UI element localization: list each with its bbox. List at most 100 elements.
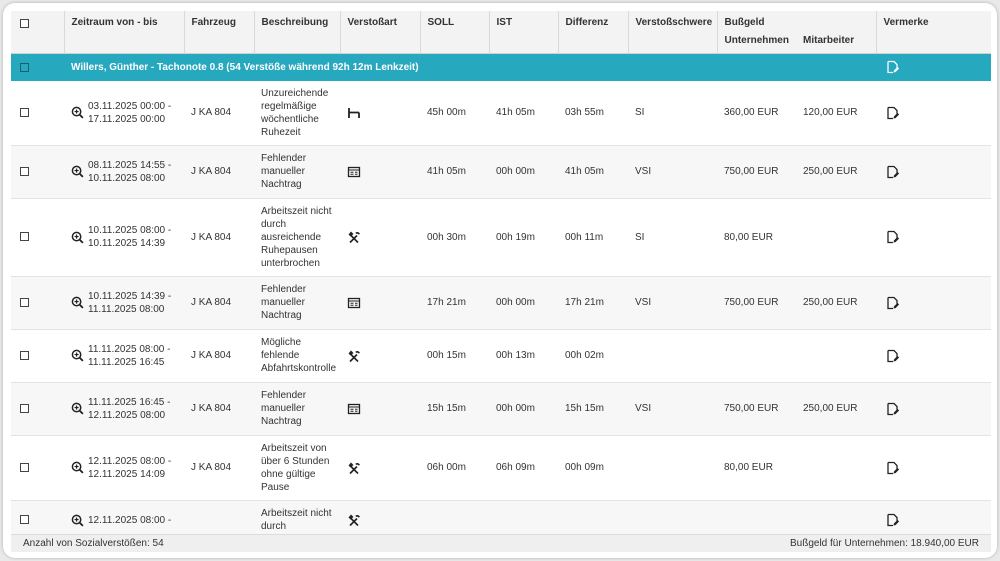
zoom-in-icon[interactable] <box>71 106 84 119</box>
row-checkbox-cell <box>11 145 64 198</box>
column-header-beschreibung[interactable]: Beschreibung <box>254 11 340 53</box>
company-fine-cell: 750,00 EUR <box>717 276 796 329</box>
time-cell: 11.11.2025 08:00 -11.11.2025 16:45 <box>64 329 184 382</box>
row-checkbox-cell <box>11 329 64 382</box>
violation-row[interactable]: 11.11.2025 08:00 -11.11.2025 16:45 J KA … <box>11 329 991 382</box>
company-fine-cell: 750,00 EUR <box>717 382 796 435</box>
time-cell: 10.11.2025 08:00 - 10.11.2025 14:39 <box>64 198 184 276</box>
row-checkbox[interactable] <box>20 108 29 117</box>
violation-type-cell <box>340 198 420 276</box>
group-checkbox-cell <box>11 53 64 81</box>
zoom-in-icon[interactable] <box>71 514 84 527</box>
column-header-fahrzeug[interactable]: Fahrzeug <box>184 11 254 53</box>
zoom-in-icon[interactable] <box>71 296 84 309</box>
column-header-unternehmen[interactable]: Unternehmen <box>717 32 796 53</box>
violation-row[interactable]: 03.11.2025 00:00 -17.11.2025 00:00 J KA … <box>11 81 991 145</box>
edit-note-icon[interactable] <box>886 349 900 363</box>
edit-note-icon[interactable] <box>886 106 900 120</box>
edit-note-icon[interactable] <box>886 296 900 310</box>
row-checkbox[interactable] <box>20 515 29 524</box>
column-header-ist[interactable]: IST <box>489 11 558 53</box>
severity-cell: SI <box>628 81 717 145</box>
vehicle-cell: J KA 804 <box>184 435 254 500</box>
row-checkbox[interactable] <box>20 463 29 472</box>
time-to: 11.11.2025 16:45 <box>88 356 170 369</box>
soll-cell <box>420 500 489 534</box>
table-header: Zeitraum von - bis Fahrzeug Beschreibung… <box>11 11 991 53</box>
driver-group-row[interactable]: Willers, Günther - Tachonote 0.8 (54 Ver… <box>11 53 991 81</box>
hammer-pick-icon <box>347 461 361 475</box>
row-checkbox[interactable] <box>20 351 29 360</box>
time-cell: 03.11.2025 00:00 -17.11.2025 00:00 <box>64 81 184 145</box>
row-checkbox-cell <box>11 435 64 500</box>
row-checkbox-cell <box>11 500 64 534</box>
row-checkbox-cell <box>11 276 64 329</box>
ist-cell: 00h 00m <box>489 382 558 435</box>
edit-note-icon[interactable] <box>886 230 900 244</box>
edit-note-icon[interactable] <box>886 165 900 179</box>
column-header-mitarbeiter[interactable]: Mitarbeiter <box>796 32 876 53</box>
zoom-in-icon[interactable] <box>71 402 84 415</box>
description-cell: Unzureichende regelmäßige wöchentliche R… <box>254 81 340 145</box>
row-checkbox[interactable] <box>20 232 29 241</box>
difference-cell: 00h 09m <box>558 435 628 500</box>
form-icon <box>347 165 361 179</box>
column-header-soll[interactable]: SOLL <box>420 11 489 53</box>
violation-type-cell <box>340 435 420 500</box>
app-window: Zeitraum von - bis Fahrzeug Beschreibung… <box>3 3 997 558</box>
ist-cell: 00h 19m <box>489 198 558 276</box>
vehicle-cell: J KA 804 <box>184 382 254 435</box>
violation-row[interactable]: 12.11.2025 08:00 - Arbeitszeit nicht dur… <box>11 500 991 534</box>
time-from: 12.11.2025 08:00 - <box>88 514 171 527</box>
time-from: 12.11.2025 08:00 - <box>88 455 171 468</box>
column-header-verstossschwere[interactable]: Verstoßschwere <box>628 11 717 53</box>
row-checkbox[interactable] <box>20 404 29 413</box>
soll-cell: 41h 05m <box>420 145 489 198</box>
column-header-zeitraum[interactable]: Zeitraum von - bis <box>64 11 184 53</box>
time-from: 08.11.2025 14:55 - <box>88 159 171 172</box>
note-cell <box>876 81 991 145</box>
note-cell <box>876 145 991 198</box>
violation-row[interactable]: 08.11.2025 14:55 -10.11.2025 08:00 J KA … <box>11 145 991 198</box>
time-to: 10.11.2025 14:39 <box>88 237 171 250</box>
select-all-checkbox[interactable] <box>20 19 29 28</box>
zoom-in-icon[interactable] <box>71 461 84 474</box>
zoom-in-icon[interactable] <box>71 165 84 178</box>
violation-row[interactable]: 11.11.2025 16:45 -12.11.2025 08:00 J KA … <box>11 382 991 435</box>
description-cell: Arbeitszeit nicht durch ausreichende Ruh… <box>254 198 340 276</box>
violation-row[interactable]: 10.11.2025 14:39 -11.11.2025 08:00 J KA … <box>11 276 991 329</box>
edit-note-icon[interactable] <box>886 60 900 74</box>
severity-cell: SI <box>628 198 717 276</box>
employee-fine-cell: 250,00 EUR <box>796 145 876 198</box>
description-cell: Fehlender manueller Nachtrag <box>254 276 340 329</box>
soll-cell: 00h 15m <box>420 329 489 382</box>
violation-row[interactable]: 10.11.2025 08:00 - 10.11.2025 14:39 J KA … <box>11 198 991 276</box>
form-icon <box>347 296 361 310</box>
column-header-differenz[interactable]: Differenz <box>558 11 628 53</box>
employee-fine-cell <box>796 329 876 382</box>
ist-cell: 00h 00m <box>489 276 558 329</box>
zoom-in-icon[interactable] <box>71 349 84 362</box>
violation-row[interactable]: 12.11.2025 08:00 -12.11.2025 14:09 J KA … <box>11 435 991 500</box>
soll-cell: 45h 00m <box>420 81 489 145</box>
row-checkbox[interactable] <box>20 167 29 176</box>
row-checkbox[interactable] <box>20 298 29 307</box>
violation-type-cell <box>340 382 420 435</box>
company-fine-cell <box>717 500 796 534</box>
difference-cell: 03h 55m <box>558 81 628 145</box>
group-checkbox[interactable] <box>20 63 29 72</box>
edit-note-icon[interactable] <box>886 513 900 527</box>
company-fine-total: Bußgeld für Unternehmen: 18.940,00 EUR <box>790 538 979 549</box>
severity-cell: VSI <box>628 382 717 435</box>
zoom-in-icon[interactable] <box>71 231 84 244</box>
time-cell: 12.11.2025 08:00 -12.11.2025 14:09 <box>64 435 184 500</box>
employee-fine-cell <box>796 198 876 276</box>
soll-cell: 00h 30m <box>420 198 489 276</box>
edit-note-icon[interactable] <box>886 461 900 475</box>
column-header-verstossart[interactable]: Verstoßart <box>340 11 420 53</box>
row-checkbox-cell <box>11 198 64 276</box>
edit-note-icon[interactable] <box>886 402 900 416</box>
ist-cell: 06h 09m <box>489 435 558 500</box>
employee-fine-cell: 250,00 EUR <box>796 276 876 329</box>
column-header-vermerke[interactable]: Vermerke <box>876 11 991 53</box>
